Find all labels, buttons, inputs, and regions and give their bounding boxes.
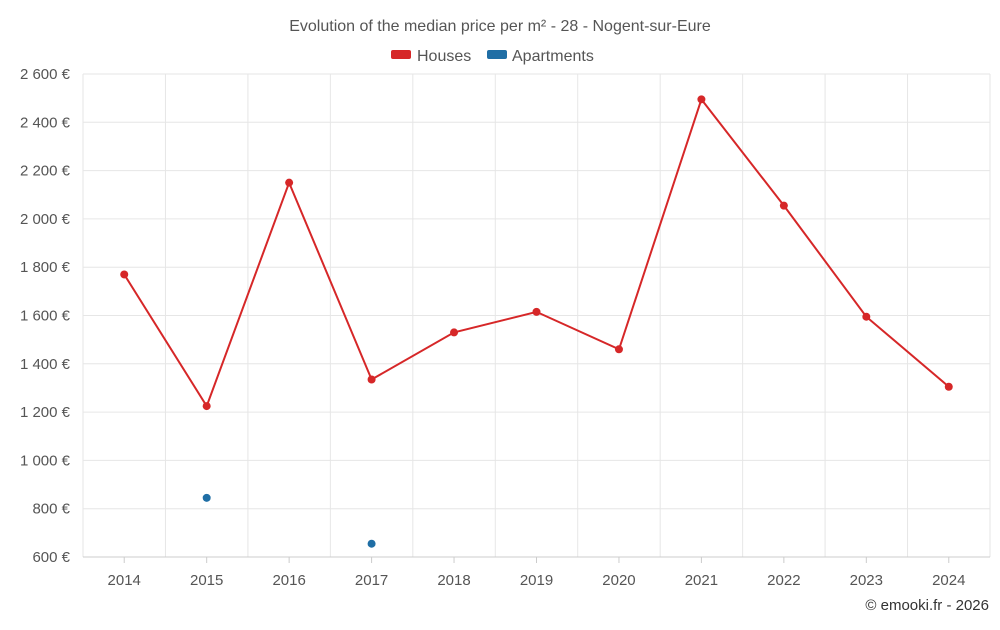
legend: Houses Apartments [391, 48, 594, 65]
series-apartments [202, 493, 376, 548]
x-tick-label: 2022 [767, 572, 800, 589]
y-tick-label: 2 600 € [20, 66, 71, 83]
series-houses [120, 95, 953, 411]
legend-label-houses: Houses [417, 48, 471, 65]
chart-title: Evolution of the median price per m² - 2… [289, 18, 711, 35]
x-tick-label: 2024 [932, 572, 965, 589]
y-tick-label: 2 000 € [20, 211, 71, 228]
x-tick-label: 2021 [685, 572, 718, 589]
data-point-houses[interactable] [202, 402, 211, 411]
legend-label-apartments: Apartments [512, 48, 594, 65]
legend-item-apartments[interactable]: Apartments [487, 48, 594, 65]
data-point-houses[interactable] [944, 382, 953, 391]
credit-text: © emooki.fr - 2026 [865, 597, 989, 614]
data-point-houses[interactable] [120, 270, 129, 279]
x-tick-label: 2016 [272, 572, 305, 589]
data-point-houses[interactable] [532, 307, 541, 316]
data-point-houses[interactable] [614, 345, 623, 354]
y-tick-label: 800 € [32, 501, 70, 518]
legend-swatch-houses [391, 50, 411, 59]
x-tick-label: 2020 [602, 572, 635, 589]
y-tick-label: 1 200 € [20, 404, 71, 421]
x-tick-label: 2023 [850, 572, 883, 589]
y-tick-label: 2 400 € [20, 114, 71, 131]
data-point-houses[interactable] [697, 95, 706, 104]
x-tick-label: 2018 [437, 572, 470, 589]
y-tick-label: 1 400 € [20, 356, 71, 373]
y-tick-label: 600 € [32, 549, 70, 566]
axes: 600 € 800 € 1 000 € 1 200 € 1 400 € 1 600 € 1 … [20, 66, 990, 589]
x-tick-label: 2015 [190, 572, 223, 589]
data-point-apartments[interactable] [202, 493, 211, 502]
grid [82, 73, 991, 557]
x-tick-label: 2019 [520, 572, 553, 589]
data-point-houses[interactable] [367, 375, 376, 384]
x-tick-label: 2014 [108, 572, 141, 589]
y-tick-label: 1 000 € [20, 452, 71, 469]
legend-item-houses[interactable]: Houses [391, 48, 471, 65]
x-tick-label: 2017 [355, 572, 388, 589]
data-point-houses[interactable] [285, 178, 294, 187]
y-tick-label: 1 600 € [20, 308, 71, 325]
legend-swatch-apartments [487, 50, 507, 59]
data-point-houses[interactable] [862, 312, 871, 321]
data-point-houses[interactable] [779, 201, 788, 210]
y-tick-label: 1 800 € [20, 259, 71, 276]
data-point-houses[interactable] [450, 328, 459, 337]
series [120, 95, 953, 548]
data-point-apartments[interactable] [367, 539, 376, 548]
y-tick-label: 2 200 € [20, 163, 71, 180]
